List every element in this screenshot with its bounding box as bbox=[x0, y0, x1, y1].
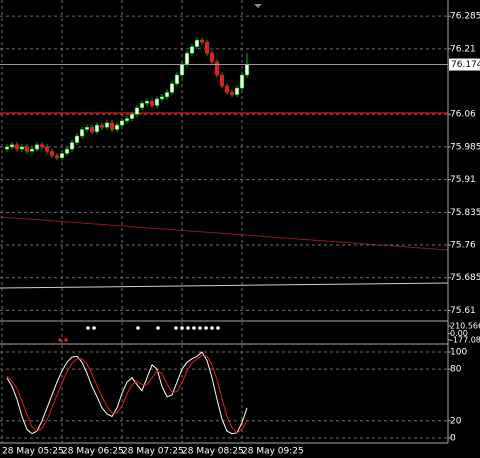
candle-body bbox=[109, 122, 115, 130]
x-tick-label: 28 May 06:25 bbox=[62, 447, 124, 457]
current-price-box bbox=[449, 58, 480, 71]
candle-body bbox=[84, 127, 90, 130]
y-tick-label: 75.61 bbox=[450, 306, 476, 316]
candle-body bbox=[19, 146, 25, 150]
candle-body bbox=[34, 144, 40, 150]
y-tick-label: 100 bbox=[450, 347, 467, 357]
candle-body bbox=[4, 146, 10, 150]
candle-body bbox=[144, 100, 150, 104]
trend-line bbox=[0, 216, 449, 251]
y-tick-label: 0.00 bbox=[450, 329, 468, 338]
candle-body bbox=[139, 103, 145, 108]
y-tick-label: 0 bbox=[450, 434, 456, 444]
y-tick-label: -177.084 bbox=[450, 336, 480, 345]
y-tick-label: 75.985 bbox=[450, 142, 480, 152]
candle-body bbox=[239, 74, 245, 89]
candle-body bbox=[194, 39, 200, 47]
y-tick-label: 20 bbox=[450, 416, 462, 426]
signal-dot bbox=[210, 326, 214, 330]
y-tick-label: 210.5664 bbox=[450, 321, 480, 330]
candle-body bbox=[209, 52, 215, 63]
signal-dot bbox=[156, 326, 160, 330]
candle-body bbox=[234, 87, 240, 95]
x-tick-label: 28 May 08:25 bbox=[182, 447, 244, 457]
signal-dot bbox=[204, 326, 208, 330]
candle-body bbox=[124, 118, 130, 122]
candle-body bbox=[119, 120, 125, 126]
candle-body bbox=[29, 148, 35, 152]
candle-body bbox=[74, 135, 80, 143]
candle-body bbox=[114, 124, 120, 130]
candle-body bbox=[174, 74, 180, 85]
signal-dot bbox=[186, 326, 190, 330]
candle-body bbox=[54, 155, 60, 159]
candle-body bbox=[104, 122, 110, 128]
candle-body bbox=[224, 85, 230, 93]
candle-body bbox=[199, 39, 205, 43]
candle-body bbox=[49, 150, 55, 156]
candle-body bbox=[229, 92, 235, 95]
candle-body bbox=[189, 46, 195, 54]
candle-body bbox=[154, 98, 160, 106]
signal-dot bbox=[136, 326, 140, 330]
candle-body bbox=[99, 124, 105, 128]
candle-body bbox=[244, 64, 250, 76]
y-tick-label: 75.91 bbox=[450, 175, 476, 185]
signal-dot bbox=[198, 326, 202, 330]
candle-body bbox=[39, 144, 45, 148]
y-tick-label: 76.21 bbox=[450, 44, 476, 54]
y-tick-label: 75.76 bbox=[450, 241, 476, 251]
signal-dot bbox=[64, 338, 68, 342]
stochastic-line bbox=[6, 351, 248, 435]
candle-body bbox=[24, 146, 30, 152]
y-tick-label: 76.06 bbox=[450, 110, 476, 120]
candle-body bbox=[159, 96, 165, 100]
signal-dot bbox=[180, 326, 184, 330]
candle-body bbox=[179, 63, 185, 76]
candle-body bbox=[129, 113, 135, 119]
current-price-label: 76.174 bbox=[451, 60, 480, 70]
candle-body bbox=[164, 92, 170, 98]
signal-dot bbox=[192, 326, 196, 330]
y-tick-label: 76.285 bbox=[450, 12, 480, 22]
x-tick-label: 28 May 09:25 bbox=[242, 447, 304, 457]
candle-body bbox=[79, 129, 85, 137]
x-tick-label: 28 May 05:25 bbox=[2, 447, 64, 457]
candle-body bbox=[44, 146, 50, 152]
candle-body bbox=[149, 100, 155, 106]
candle-body bbox=[184, 52, 190, 65]
candle-body bbox=[134, 107, 140, 115]
candle-body bbox=[59, 153, 65, 159]
signal-dot bbox=[86, 326, 90, 330]
candle-body bbox=[169, 83, 175, 93]
trend-line bbox=[0, 282, 449, 289]
candle-body bbox=[14, 144, 20, 150]
x-tick-label: 28 May 07:25 bbox=[122, 447, 184, 457]
y-tick-label: 75.835 bbox=[450, 208, 480, 218]
signal-dot bbox=[216, 326, 220, 330]
candle-body bbox=[219, 74, 225, 87]
signal-dot bbox=[58, 338, 62, 342]
y-tick-label: 75.685 bbox=[450, 273, 480, 283]
candle-body bbox=[64, 148, 70, 154]
shift-marker bbox=[254, 4, 262, 8]
candle-body bbox=[214, 61, 220, 76]
candle-body bbox=[9, 144, 15, 148]
candle-body bbox=[204, 41, 210, 54]
candle-body bbox=[94, 124, 100, 132]
signal-dot bbox=[174, 326, 178, 330]
y-tick-label: 80 bbox=[450, 365, 462, 375]
signal-dot bbox=[92, 326, 96, 330]
stochastic-line bbox=[6, 354, 248, 434]
candle-body bbox=[69, 142, 75, 150]
candle-body bbox=[89, 127, 95, 132]
